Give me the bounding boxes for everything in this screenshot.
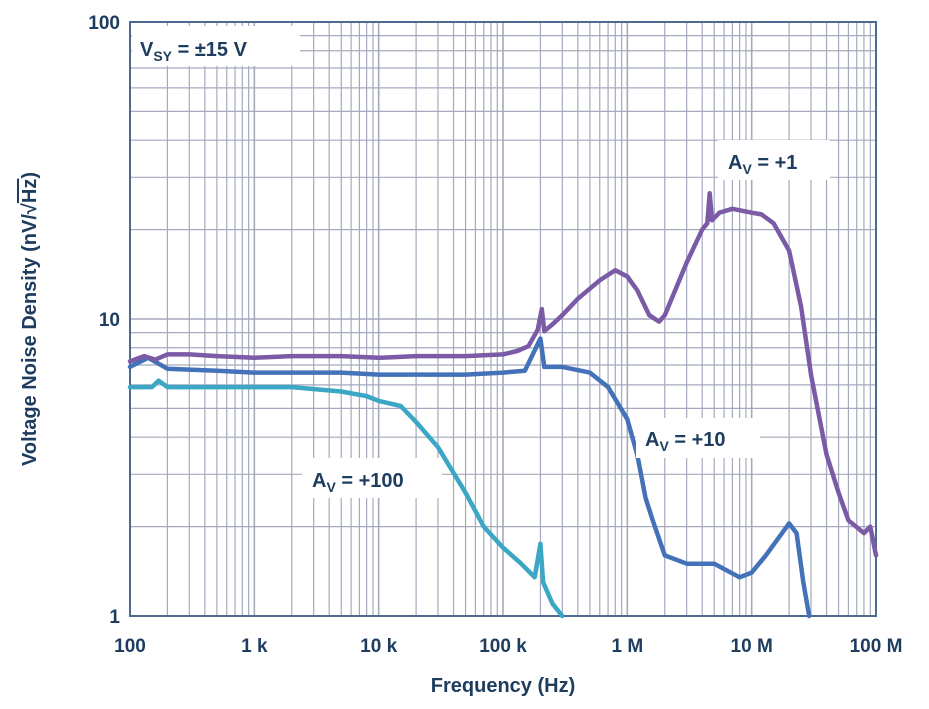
series-label-av100-rest: = +100 xyxy=(336,470,404,492)
y-tick-label: 10 xyxy=(99,310,120,331)
x-tick-label: 10 k xyxy=(360,636,397,657)
grid-lines xyxy=(129,22,876,617)
series-label-bg-100 xyxy=(302,458,442,498)
condition-label: VSY = ±15 V xyxy=(140,39,248,64)
x-tick-label: 1 k xyxy=(241,636,268,657)
x-tick-label: 100 xyxy=(114,636,146,657)
x-tick-label: 100 k xyxy=(479,636,527,657)
x-tick-labels: 100 1 k 10 k 100 k 1 M 10 M 100 M xyxy=(114,636,902,657)
series-label-av100: AV = +100 xyxy=(312,470,404,495)
series-label-av10-rest: = +10 xyxy=(669,429,726,451)
y-axis-title-close: ) xyxy=(19,172,41,179)
series-label-av1: AV = +1 xyxy=(728,152,797,177)
series-label-av1-sub: V xyxy=(742,161,752,177)
y-axis-title-group: Voltage Noise Density (nV/√Hz) xyxy=(19,172,41,466)
condition-main: V xyxy=(140,39,154,61)
x-tick-label: 1 M xyxy=(611,636,643,657)
y-tick-label: 1 xyxy=(109,607,120,628)
y-tick-labels: 1 10 100 xyxy=(88,13,120,628)
y-tick-label: 100 xyxy=(88,13,120,34)
series-label-bg-1 xyxy=(718,140,830,180)
condition-label-bg xyxy=(132,26,300,66)
y-axis-title-hz: Hz xyxy=(19,179,41,203)
x-tick-label: 100 M xyxy=(850,636,903,657)
series-label-av10-sub: V xyxy=(659,438,669,454)
series-lines xyxy=(127,191,879,619)
series-line-av10 xyxy=(127,336,812,619)
condition-rest: = ±15 V xyxy=(172,39,248,61)
series-label-av10: AV = +10 xyxy=(645,429,726,454)
series-label-av10-main: A xyxy=(645,429,659,451)
series-label-bg-10 xyxy=(636,418,760,458)
series-label-av1-rest: = +1 xyxy=(752,152,798,174)
condition-sub: SY xyxy=(153,48,172,64)
y-axis-title-main: Voltage Noise Density (nV/ xyxy=(19,214,41,466)
series-label-av100-main: A xyxy=(312,470,326,492)
plot-frame xyxy=(129,21,877,617)
y-axis-title-sqrt: √ xyxy=(19,202,41,214)
y-axis-title: Voltage Noise Density (nV/√Hz) xyxy=(19,172,41,466)
x-tick-label: 10 M xyxy=(731,636,773,657)
series-label-av1-main: A xyxy=(728,152,742,174)
series-label-av100-sub: V xyxy=(326,479,336,495)
series-line-av1 xyxy=(127,191,879,558)
x-axis-title: Frequency (Hz) xyxy=(431,675,575,697)
series-line-av100 xyxy=(127,378,565,619)
